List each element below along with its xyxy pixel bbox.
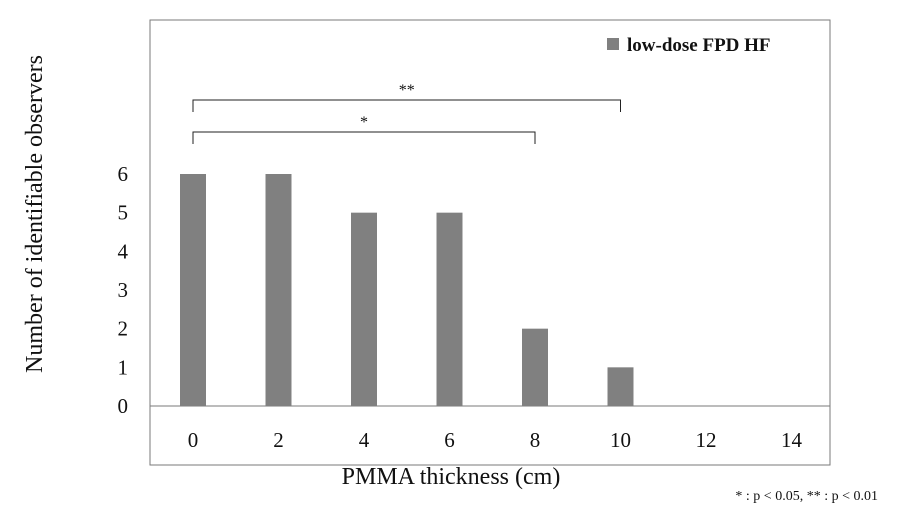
x-tick-label: 2	[273, 428, 284, 452]
bar-8	[522, 328, 548, 406]
x-tick-label: 12	[696, 428, 717, 452]
significance-label: **	[399, 82, 415, 99]
y-tick-label: 3	[118, 278, 129, 302]
bars-group	[180, 174, 634, 406]
x-ticks-group: 0 2 4 6 8 10 12 14	[188, 428, 803, 452]
x-tick-label: 10	[610, 428, 631, 452]
plot-frame	[149, 19, 831, 466]
y-ticks-group: 0 1 2 3 4 5 6	[118, 162, 129, 418]
y-tick-label: 2	[118, 317, 129, 341]
footnote: * : p < 0.05, ** : p < 0.01	[735, 489, 878, 504]
bar-6	[436, 212, 463, 406]
bar-4	[351, 212, 377, 406]
x-tick-label: 0	[188, 428, 199, 452]
bar-0	[180, 174, 206, 406]
significance-group: ***	[192, 82, 621, 144]
y-tick-label: 6	[118, 162, 129, 186]
x-tick-label: 6	[444, 428, 455, 452]
significance-bracket	[192, 99, 621, 112]
x-tick-label: 4	[359, 428, 370, 452]
y-tick-label: 4	[118, 239, 129, 263]
x-axis-title: PMMA thickness (cm)	[342, 464, 561, 490]
y-axis-title: Number of identifiable observers	[22, 55, 48, 373]
significance-label: *	[360, 114, 368, 131]
y-tick-label: 5	[118, 201, 129, 225]
y-tick-label: 1	[118, 355, 129, 379]
legend: low-dose FPD HF	[607, 35, 771, 56]
x-tick-label: 14	[781, 428, 803, 452]
bar-2	[265, 174, 292, 406]
legend-swatch	[607, 38, 619, 50]
bar-10	[607, 367, 634, 406]
y-tick-label: 0	[118, 394, 129, 418]
legend-label: low-dose FPD HF	[627, 35, 771, 56]
x-tick-label: 8	[530, 428, 541, 452]
significance-bracket	[192, 131, 536, 144]
